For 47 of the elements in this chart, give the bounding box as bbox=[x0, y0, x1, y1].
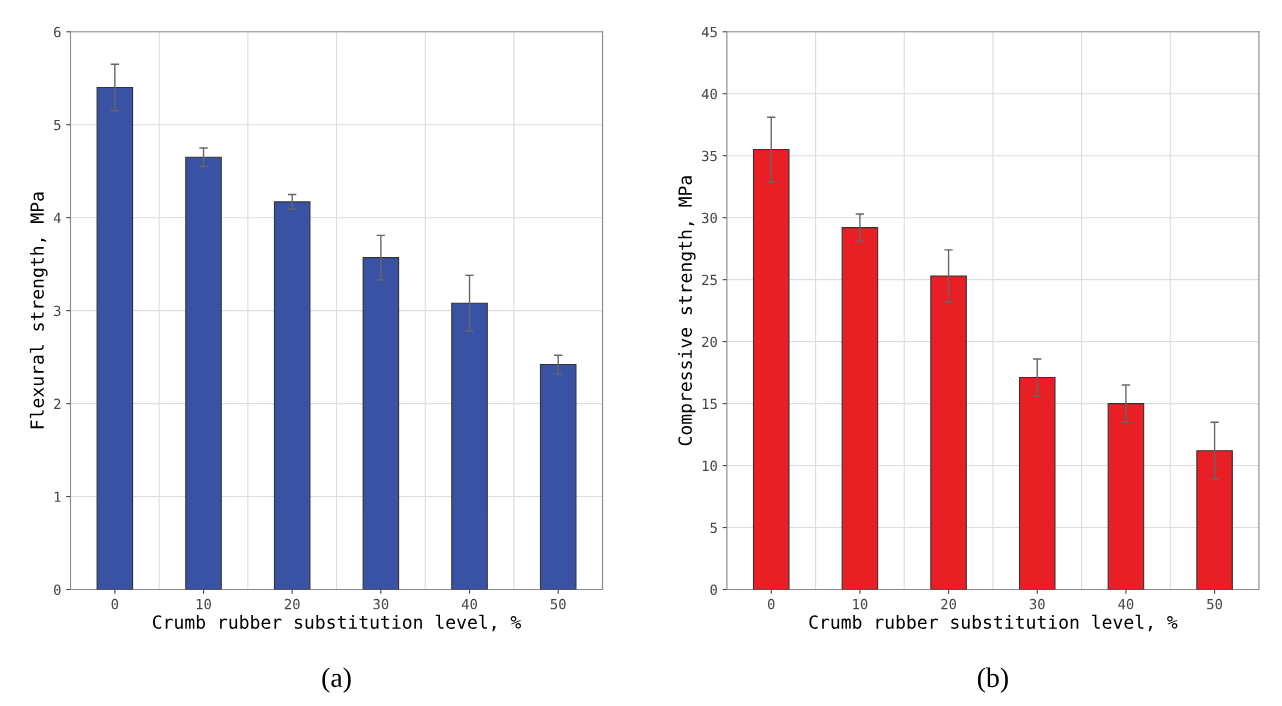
y-tick-label: 15 bbox=[702, 398, 717, 410]
text: (b) bbox=[977, 667, 1008, 693]
text: (a) bbox=[322, 667, 351, 693]
bar bbox=[273, 201, 311, 590]
bar bbox=[362, 257, 400, 590]
y-tick-label: 25 bbox=[702, 274, 717, 286]
x-tick-label: 50 bbox=[1207, 598, 1223, 610]
x-tick-label: 0 bbox=[111, 598, 119, 610]
y-tick-label: 0 bbox=[54, 584, 61, 596]
x-tick-label: 10 bbox=[196, 598, 211, 610]
bar bbox=[930, 275, 967, 590]
y-tick-label: 5 bbox=[710, 522, 717, 534]
x-tick-label: 20 bbox=[284, 598, 300, 610]
bar bbox=[841, 227, 879, 590]
y-tick-label: 30 bbox=[702, 212, 717, 224]
x-axis-title: Crumb rubber substitution level, % bbox=[152, 614, 522, 632]
y-tick-label: 6 bbox=[54, 26, 61, 38]
x-tick-label: 30 bbox=[373, 598, 389, 610]
x-axis-title: Crumb rubber substitution level, % bbox=[809, 614, 1178, 632]
bar bbox=[1196, 450, 1233, 590]
y-tick-label: 20 bbox=[702, 336, 717, 348]
bar bbox=[185, 156, 222, 590]
y-tick-label: 45 bbox=[701, 26, 717, 38]
y-tick-label: 1 bbox=[54, 491, 61, 502]
y-tick-label: 5 bbox=[54, 119, 61, 131]
x-tick-label: 0 bbox=[767, 598, 775, 610]
bar bbox=[96, 86, 134, 590]
bar bbox=[539, 363, 577, 590]
y-tick-label: 35 bbox=[702, 150, 717, 162]
y-axis-title: Compressive strength, MPa bbox=[677, 176, 696, 446]
y-tick-label: 3 bbox=[54, 305, 61, 317]
x-tick-label: 40 bbox=[461, 598, 477, 610]
y-axis-title: Flexural strength, MPa bbox=[29, 192, 48, 429]
bar bbox=[1018, 377, 1056, 590]
y-tick-label: 0 bbox=[710, 584, 717, 596]
y-tick-label: 40 bbox=[701, 88, 717, 100]
x-tick-label: 30 bbox=[1029, 598, 1045, 610]
y-tick-label: 2 bbox=[54, 398, 61, 409]
bar bbox=[752, 148, 790, 590]
x-tick-label: 40 bbox=[1118, 598, 1134, 610]
y-tick-label: 4 bbox=[53, 212, 61, 223]
x-tick-label: 50 bbox=[550, 598, 566, 610]
bar bbox=[1107, 403, 1145, 590]
x-tick-label: 10 bbox=[853, 598, 868, 610]
bar bbox=[451, 302, 488, 590]
y-tick-label: 10 bbox=[702, 460, 717, 472]
x-tick-label: 20 bbox=[941, 598, 957, 610]
